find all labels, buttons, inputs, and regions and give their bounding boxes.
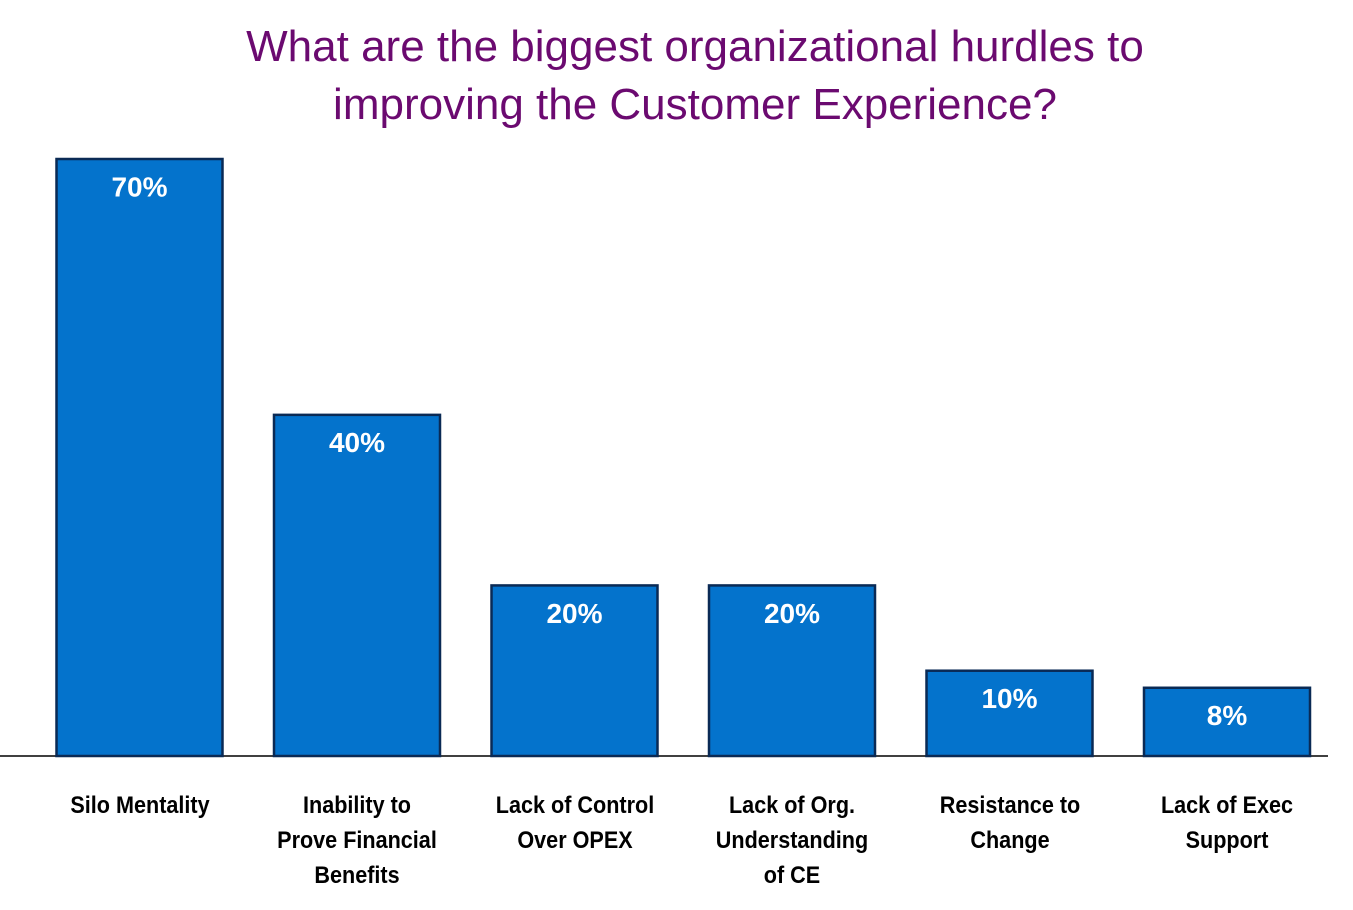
category-label: Silo Mentality (69, 792, 210, 819)
value-label: 70% (111, 171, 167, 202)
value-label: 10% (981, 683, 1037, 714)
category-label: Lack of Exec Support (1160, 792, 1294, 854)
bar (707, 584, 877, 758)
value-label: 8% (1207, 700, 1248, 731)
bar (272, 413, 442, 758)
bar (490, 584, 659, 758)
bar (925, 669, 1094, 758)
value-label: 40% (329, 427, 385, 458)
category-label: Lack of Control Over OPEX (495, 792, 654, 854)
bar (55, 157, 224, 758)
bar (1142, 686, 1312, 758)
category-label: Lack of Org. Understanding of CE (715, 792, 869, 889)
category-label: Resistance to Change (939, 792, 1080, 854)
value-label: 20% (546, 598, 602, 629)
category-label: Inability to Prove Financial Benefits (277, 792, 437, 889)
value-label: 20% (764, 598, 820, 629)
chart-title: What are the biggest organizational hurd… (246, 22, 1144, 129)
